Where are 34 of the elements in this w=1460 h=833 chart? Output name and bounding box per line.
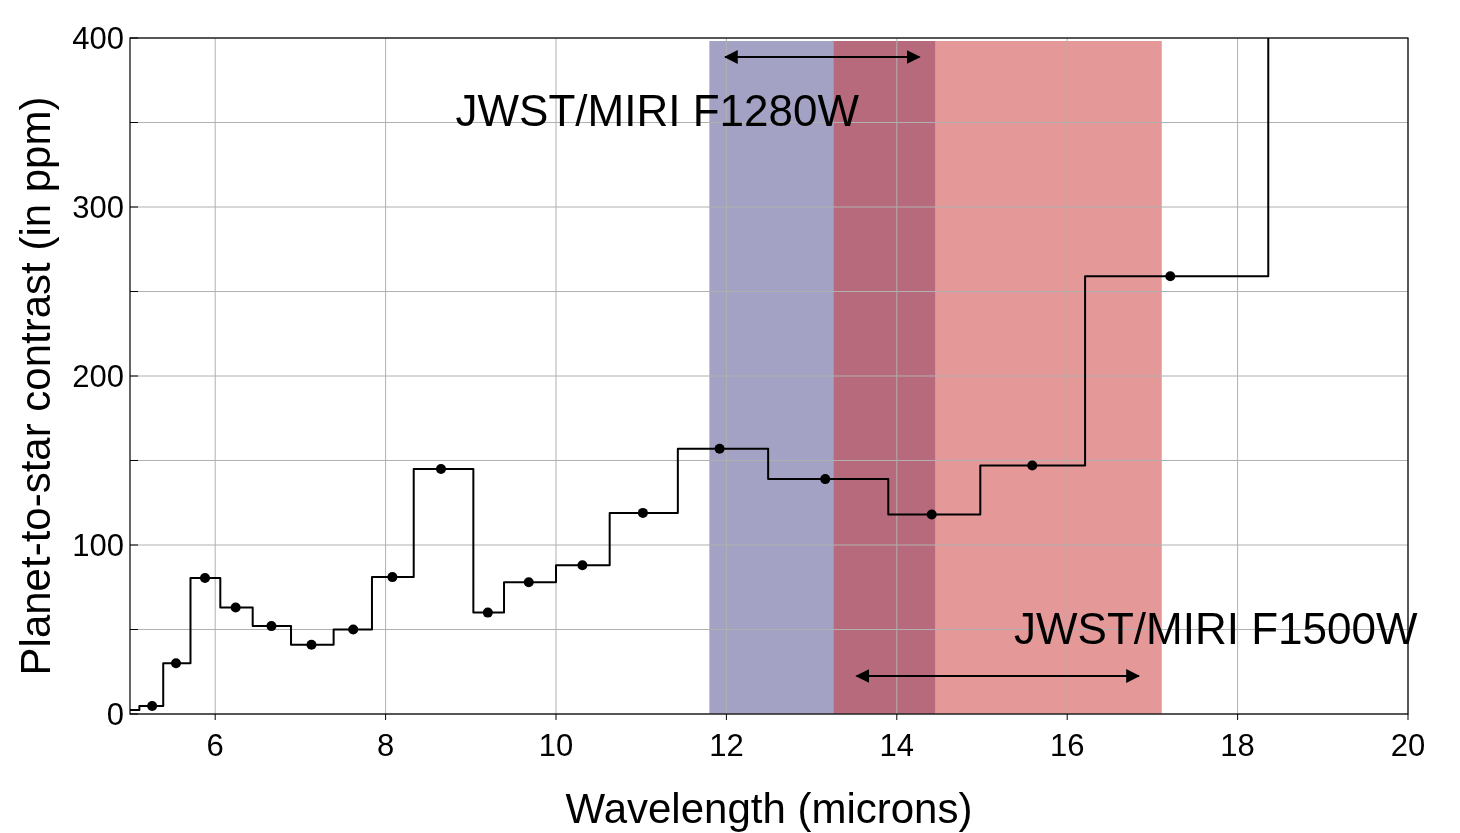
- y-tick-label: 100: [72, 527, 124, 563]
- point: [199, 572, 210, 583]
- point: [577, 560, 588, 571]
- point: [435, 463, 446, 474]
- point: [1165, 271, 1176, 282]
- x-axis-title: Wavelength (microns): [565, 785, 973, 832]
- y-tick-label: 0: [106, 696, 124, 732]
- point: [230, 602, 241, 613]
- point: [820, 474, 831, 485]
- x-tick-label: 12: [709, 728, 744, 763]
- point: [348, 624, 359, 635]
- x-tick-label: 16: [1049, 728, 1085, 763]
- point: [387, 572, 398, 583]
- y-axis-title: Planet-to-star contrast (in ppm): [12, 96, 59, 676]
- y-tick-label: 400: [72, 20, 124, 56]
- y-tick-label: 300: [72, 189, 124, 225]
- x-tick-label: 18: [1220, 728, 1255, 763]
- point: [1027, 460, 1038, 471]
- x-tick-label: 20: [1390, 728, 1426, 763]
- point: [637, 507, 648, 518]
- x-tick-label: 10: [538, 728, 574, 763]
- band-label: JWST/MIRI F1280W: [455, 86, 860, 135]
- point: [171, 658, 182, 669]
- x-tick-label: 8: [376, 728, 395, 763]
- point: [926, 509, 937, 520]
- x-tick-label: 14: [879, 728, 915, 763]
- point: [482, 607, 493, 618]
- point: [714, 443, 725, 454]
- point: [147, 701, 158, 712]
- y-tick-label: 200: [72, 358, 124, 394]
- point: [523, 577, 534, 588]
- x-tick-label: 6: [206, 728, 224, 763]
- point: [306, 639, 317, 650]
- point: [266, 621, 277, 632]
